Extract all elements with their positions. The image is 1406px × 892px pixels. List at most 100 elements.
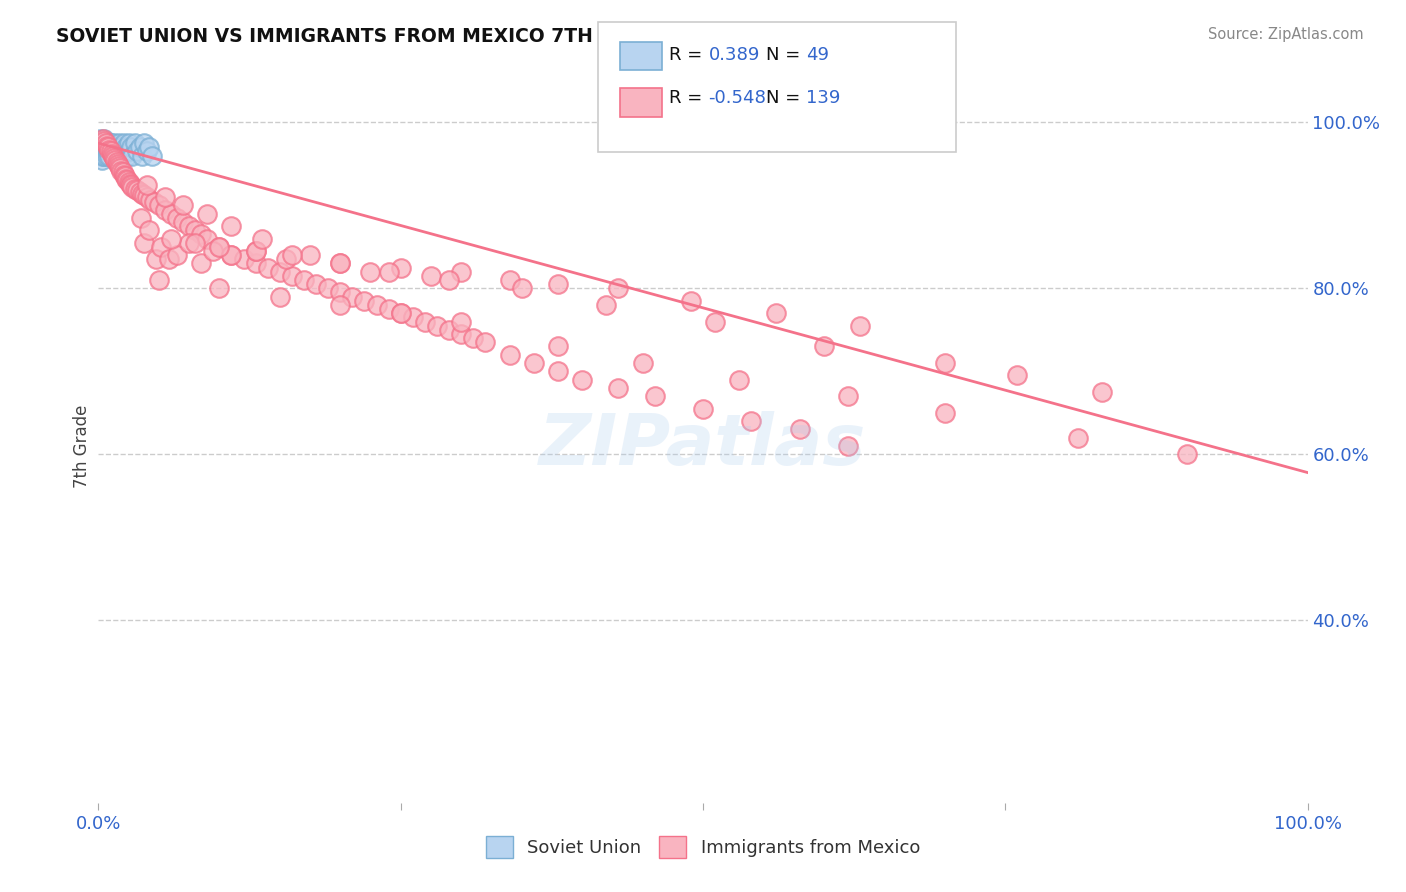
Point	[90, 140, 112, 154]
Point	[281, 268, 304, 283]
Point	[377, 302, 399, 317]
Point	[789, 422, 811, 436]
Text: N =: N =	[766, 89, 800, 107]
Point	[118, 177, 141, 191]
Point	[366, 298, 388, 312]
Point	[221, 219, 243, 233]
Point	[269, 290, 291, 304]
Point	[150, 240, 173, 254]
Point	[437, 273, 460, 287]
Point	[437, 323, 460, 337]
Point	[108, 145, 131, 159]
Point	[115, 140, 138, 154]
Point	[90, 148, 112, 162]
Point	[644, 389, 666, 403]
Point	[89, 136, 111, 150]
Point	[98, 148, 121, 162]
Point	[101, 148, 124, 162]
Point	[184, 235, 207, 250]
Point	[120, 140, 142, 154]
Point	[124, 136, 146, 150]
Point	[127, 145, 149, 159]
Point	[100, 140, 122, 154]
Point	[115, 171, 138, 186]
Point	[245, 244, 267, 258]
Point	[704, 314, 727, 328]
Point	[93, 148, 115, 162]
Point	[104, 153, 127, 167]
Point	[97, 140, 120, 154]
Point	[202, 244, 225, 258]
Text: 139: 139	[806, 89, 839, 107]
Point	[105, 140, 128, 154]
Point	[172, 215, 194, 229]
Point	[91, 153, 114, 167]
Point	[131, 148, 153, 162]
Point	[692, 401, 714, 416]
Point	[166, 248, 188, 262]
Point	[128, 140, 150, 154]
Point	[114, 145, 136, 159]
Point	[112, 168, 135, 182]
Point	[148, 273, 170, 287]
Text: R =: R =	[669, 89, 703, 107]
Text: SOVIET UNION VS IMMIGRANTS FROM MEXICO 7TH GRADE CORRELATION CHART: SOVIET UNION VS IMMIGRANTS FROM MEXICO 7…	[56, 27, 904, 45]
Point	[353, 293, 375, 308]
Point	[245, 244, 267, 258]
Point	[89, 132, 111, 146]
Point	[121, 148, 143, 162]
Point	[134, 235, 156, 250]
Point	[523, 356, 546, 370]
Point	[402, 310, 425, 325]
Point	[679, 293, 702, 308]
Point	[129, 211, 152, 225]
Point	[110, 163, 132, 178]
Point	[118, 145, 141, 159]
Point	[547, 339, 569, 353]
Point	[179, 235, 201, 250]
Point	[413, 314, 436, 328]
Point	[450, 314, 472, 328]
Point	[595, 298, 617, 312]
Point	[498, 273, 520, 287]
Point	[124, 182, 146, 196]
Point	[245, 256, 267, 270]
Point	[934, 356, 956, 370]
Point	[316, 281, 339, 295]
Point	[97, 145, 120, 159]
Point	[141, 148, 163, 162]
Point	[91, 140, 114, 154]
Point	[450, 265, 472, 279]
Point	[849, 318, 872, 333]
Point	[498, 348, 520, 362]
Point	[135, 178, 157, 192]
Point	[93, 134, 115, 148]
Point	[420, 268, 443, 283]
Point	[190, 227, 212, 242]
Point	[329, 285, 352, 300]
Point	[329, 256, 352, 270]
Point	[208, 281, 231, 295]
Point	[153, 190, 176, 204]
Text: ZIPatlas: ZIPatlas	[540, 411, 866, 481]
Point	[105, 155, 128, 169]
Point	[91, 136, 114, 150]
Point	[1007, 368, 1029, 383]
Point	[389, 260, 412, 275]
Point	[329, 256, 352, 270]
Point	[100, 145, 122, 159]
Point	[547, 277, 569, 292]
Point	[104, 145, 127, 159]
Point	[138, 223, 160, 237]
Point	[103, 151, 125, 165]
Point	[94, 145, 117, 159]
Point	[121, 180, 143, 194]
Point	[179, 219, 201, 233]
Point	[208, 240, 231, 254]
Point	[329, 298, 352, 312]
Point	[837, 389, 859, 403]
Point	[426, 318, 449, 333]
Point	[111, 165, 134, 179]
Text: 0.389: 0.389	[709, 46, 761, 64]
Point	[108, 136, 131, 150]
